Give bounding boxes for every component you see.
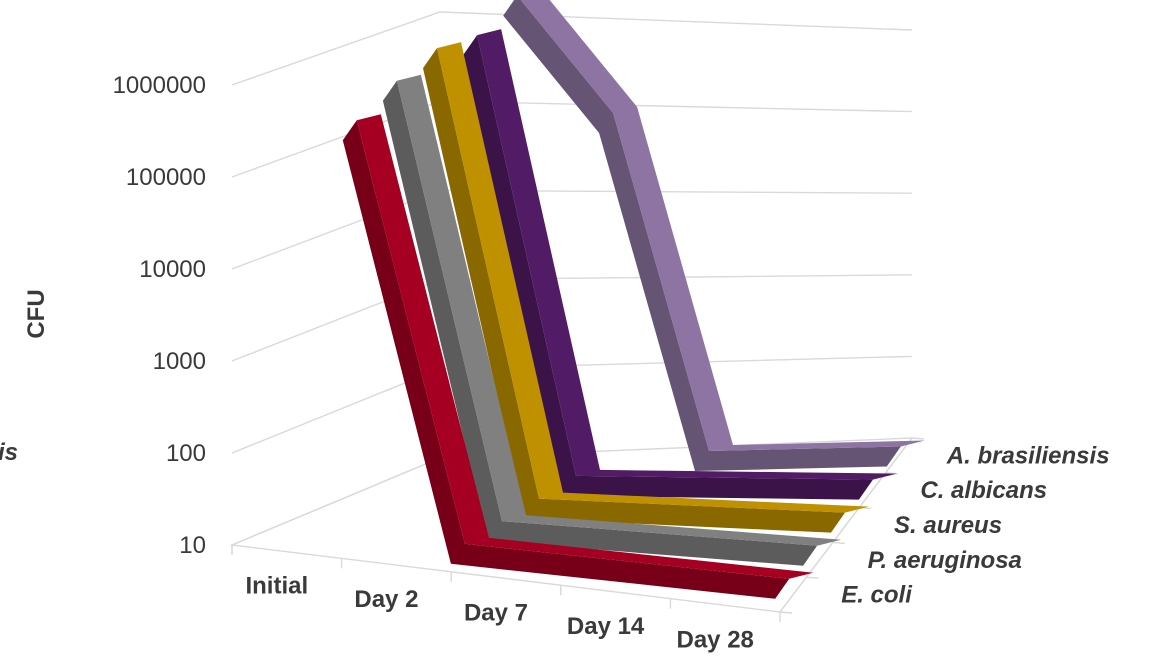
series-ribbon: [423, 42, 869, 533]
x-axis-category-labels: Initial Day 2 Day 7 Day 14 Day 28: [245, 573, 753, 654]
y-tick-label: 10000: [139, 256, 206, 283]
x-category-label: Initial: [245, 573, 308, 600]
x-category-label: Day 14: [567, 613, 645, 640]
series-name-label: C. albicans: [920, 477, 1047, 504]
series-ribbon: [382, 74, 842, 566]
y-tick-label: 10: [179, 532, 206, 559]
series-name-label: P. aeruginosa: [868, 547, 1022, 574]
ribbon-top-face: [520, 0, 925, 451]
series-ribbon: [463, 29, 897, 500]
y-tick-label: 1000: [153, 348, 206, 375]
series-ribbon: [342, 114, 814, 599]
y-axis-label: CFU: [23, 289, 50, 338]
y-axis-tick-labels: 10 100 1000 10000 100000 1000000: [113, 72, 206, 559]
y-tick-label: 100000: [126, 164, 206, 191]
series-ribbon: [503, 0, 925, 471]
series-name-label: A. brasiliensis: [946, 442, 1110, 469]
ribbon-side-face: [503, 0, 901, 471]
series-name-label: S. aureus: [894, 512, 1002, 539]
clipped-label-fragment: is: [0, 439, 18, 466]
x-category-label: Day 28: [677, 626, 754, 653]
series-ribbons: [342, 0, 925, 599]
x-category-label: Day 2: [354, 586, 418, 613]
depth-axis-series-labels: E. coli P. aeruginosa S. aureus C. albicans…: [841, 442, 1109, 608]
y-tick-label: 100: [166, 440, 206, 467]
y-tick-label: 1000000: [113, 72, 206, 99]
x-category-label: Day 7: [464, 600, 528, 627]
series-name-label: E. coli: [841, 582, 913, 609]
